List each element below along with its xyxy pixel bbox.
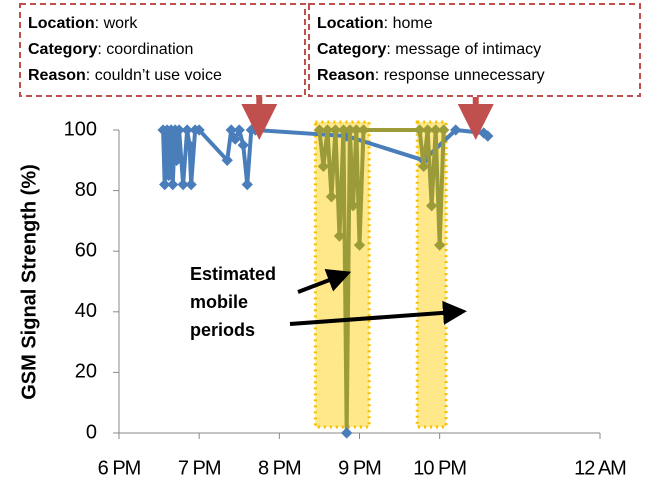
annotation-box [308, 3, 641, 97]
annotation-text: : message of intimacy [386, 41, 541, 58]
mobile-label: mobile [190, 292, 248, 312]
annotation-key: Category [28, 41, 97, 58]
point-marker [171, 154, 183, 166]
x-tick-label: 9 PM [338, 457, 381, 479]
annotation-line: Category: coordination [28, 41, 193, 58]
arrow [297, 269, 352, 294]
y-tick-label: 40 [75, 300, 97, 322]
x-tick-label: 6 PM [98, 457, 141, 479]
point-marker [183, 139, 196, 151]
point-marker [229, 133, 241, 145]
annotation-text: : response unnecessary [375, 67, 545, 84]
annotation-text: : couldn’t use voice [86, 67, 222, 84]
mobile-label: Estimated [190, 264, 276, 284]
y-tick-label: 80 [75, 179, 97, 201]
annotation-line: Location: home [317, 15, 433, 32]
point-marker [425, 200, 438, 212]
annotation-key: Reason [28, 67, 86, 84]
y-tick-label: 60 [75, 239, 97, 261]
point-marker [333, 230, 346, 242]
mobile-label: periods [190, 320, 255, 340]
annotation-key: Location [28, 15, 95, 32]
annotation-line: Location: work [28, 15, 138, 32]
annotation-key: Category [317, 41, 386, 58]
point-marker [341, 427, 353, 439]
annotation-box [19, 3, 306, 97]
point-marker [177, 178, 189, 191]
annotation-text: : work [95, 15, 139, 32]
y-tick-label: 20 [75, 361, 97, 383]
x-tick-label: 12 AM [574, 457, 626, 479]
annotation-line: Reason: couldn’t use voice [28, 67, 222, 84]
arrow [289, 300, 467, 326]
x-tick-label: 7 PM [178, 457, 221, 479]
x-tick-label: 10 PM [413, 457, 466, 479]
x-tick-label: 8 PM [258, 457, 301, 479]
annotation-key: Reason [317, 67, 375, 84]
annotation-line: Reason: response unnecessary [317, 67, 545, 84]
point-marker [237, 139, 249, 151]
point-marker [325, 191, 338, 203]
point-marker [167, 178, 179, 191]
point-marker [163, 169, 175, 182]
y-tick-label: 100 [64, 118, 97, 140]
annotation-key: Location [317, 15, 384, 32]
point-marker [159, 178, 171, 191]
series-line [317, 128, 446, 435]
point-marker [185, 178, 197, 191]
y-axis-label: GSM Signal Strength (%) [18, 164, 40, 400]
annotation-line: Category: message of intimacy [317, 41, 541, 58]
point-marker [241, 178, 253, 191]
point-marker [317, 160, 330, 173]
annotation-text: : home [384, 15, 433, 32]
y-tick-label: 0 [86, 421, 97, 443]
point-marker [353, 239, 366, 251]
point-marker [347, 200, 359, 212]
point-marker [221, 154, 233, 166]
point-marker [417, 160, 430, 173]
annotation-text: : coordination [97, 41, 193, 58]
point-marker [434, 239, 446, 251]
